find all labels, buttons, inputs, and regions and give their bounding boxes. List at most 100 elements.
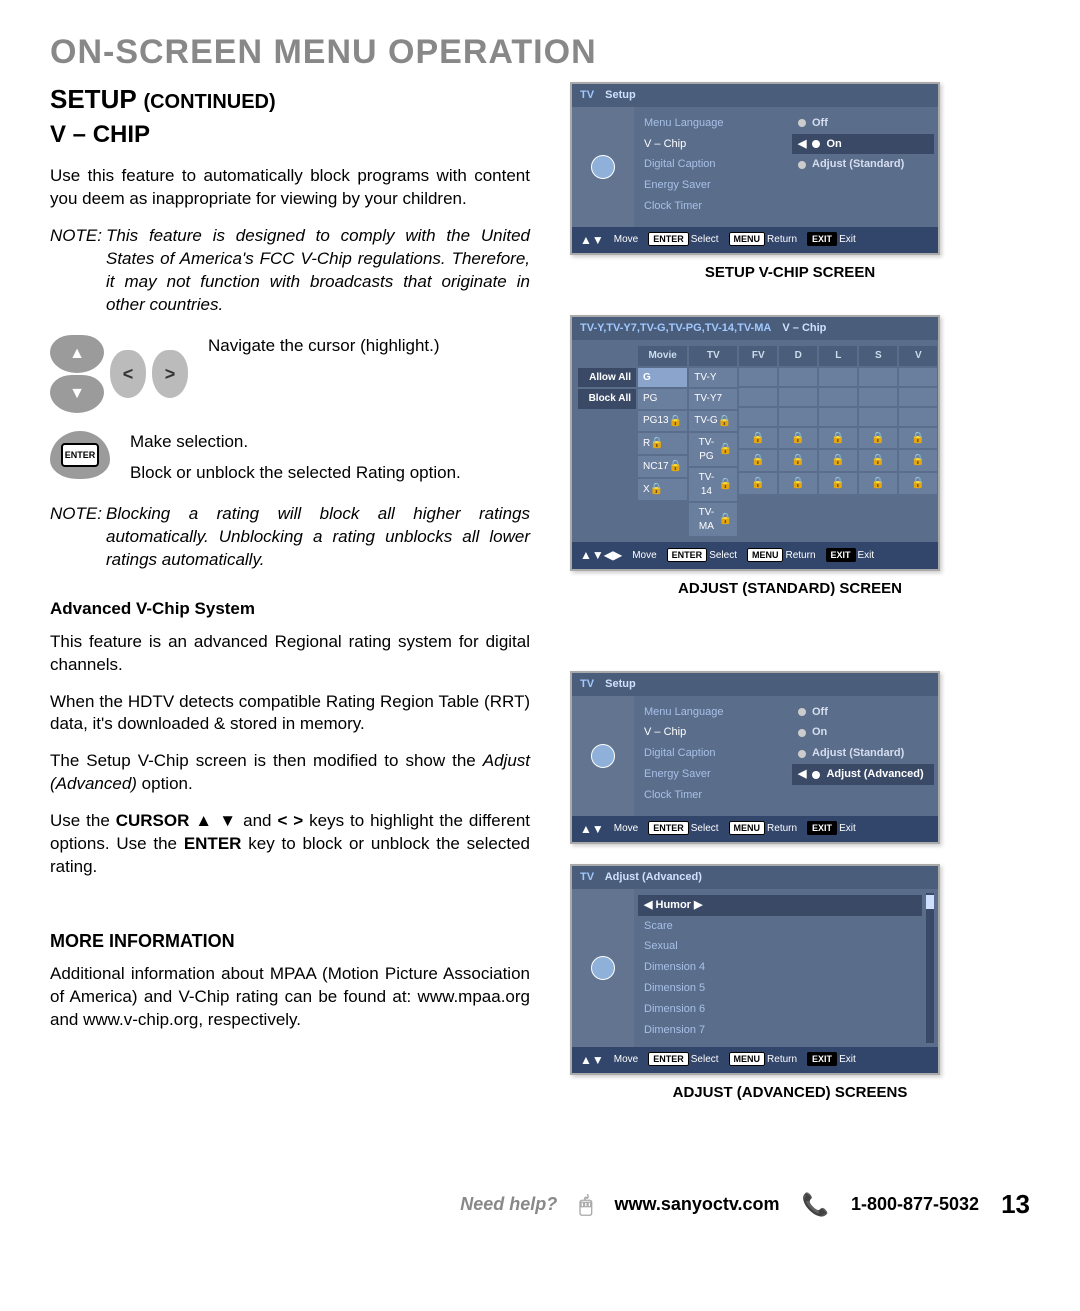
caption-setup: SETUP V-CHIP SCREEN <box>570 263 1010 283</box>
rating-subcell[interactable] <box>899 368 937 386</box>
osd-menu-item[interactable]: Clock Timer <box>644 196 778 217</box>
osd-menu-item[interactable]: Energy Saver <box>644 175 778 196</box>
move-arrows-icon: ▲▼ <box>580 232 604 248</box>
rating-subcell[interactable] <box>819 388 857 406</box>
osd-list-item[interactable]: ◀ Humor ▶ <box>638 895 922 916</box>
osd-option[interactable]: Adjust (Standard) <box>798 154 928 175</box>
help-footer: Need help? 🖱 www.sanyoctv.com 📞 1-800-87… <box>50 1187 1030 1222</box>
rating-subcell[interactable]: 🔒 <box>899 473 937 494</box>
rating-subcell[interactable] <box>779 368 817 386</box>
rating-subcell[interactable] <box>779 408 817 426</box>
rating-subcell[interactable] <box>779 388 817 406</box>
osd-option[interactable]: Adjust (Standard) <box>798 743 928 764</box>
osd-list-item[interactable]: Dimension 4 <box>644 957 916 978</box>
rating-cell[interactable]: R 🔒 <box>638 433 687 454</box>
rating-subcell[interactable] <box>739 408 777 426</box>
osd-title: Adjust (Advanced) <box>605 871 702 883</box>
adv-p3: The Setup V-Chip screen is then modified… <box>50 750 530 796</box>
rating-subcell[interactable]: 🔒 <box>779 450 817 471</box>
note-label: NOTE: <box>50 225 106 317</box>
footer-return: Return <box>767 234 797 245</box>
rating-cell[interactable]: TV-Y7 <box>689 389 737 409</box>
page-number: 13 <box>1001 1187 1030 1222</box>
rating-subcell[interactable]: 🔒 <box>899 428 937 449</box>
osd-menu-item[interactable]: Menu Language <box>644 113 778 134</box>
rating-subcell[interactable] <box>859 408 897 426</box>
osd-option[interactable]: Off <box>798 702 928 723</box>
osd-option[interactable]: ◀ Adjust (Advanced) <box>792 764 934 785</box>
rating-subcell[interactable]: 🔒 <box>739 473 777 494</box>
osd-list-item[interactable]: Dimension 5 <box>644 978 916 999</box>
scrollbar[interactable] <box>926 893 934 1043</box>
rating-subcell[interactable] <box>739 388 777 406</box>
footer-exit: Exit <box>839 823 856 834</box>
t: ENTER <box>184 834 242 853</box>
rating-cell[interactable]: TV-Y <box>689 368 737 388</box>
osd-menu-item[interactable]: Menu Language <box>644 702 778 723</box>
rating-cell[interactable]: G <box>638 368 687 388</box>
continued-suffix: (CONTINUED) <box>143 91 275 113</box>
osd-list-item[interactable]: Dimension 6 <box>644 999 916 1020</box>
osd-option[interactable]: Off <box>798 113 928 134</box>
rating-subcell[interactable]: 🔒 <box>819 428 857 449</box>
adv-p4: Use the CURSOR ▲ ▼ and < > keys to highl… <box>50 810 530 879</box>
t: CURSOR ▲ ▼ <box>116 811 238 830</box>
menu-key-icon: MENU <box>729 232 766 246</box>
rating-cell[interactable]: PG <box>638 389 687 409</box>
enter-instruction: ENTER Make selection. Block or unblock t… <box>50 431 530 485</box>
exit-key-icon: EXIT <box>807 821 837 835</box>
rating-cell[interactable]: TV-G 🔒 <box>689 411 737 432</box>
footer-select: Select <box>691 823 719 834</box>
osd-list-item[interactable]: Sexual <box>644 936 916 957</box>
caption-adjust-adv: ADJUST (ADVANCED) SCREENS <box>570 1083 1010 1103</box>
rating-cell[interactable]: TV-PG 🔒 <box>689 433 737 466</box>
rating-subcell[interactable]: 🔒 <box>819 450 857 471</box>
rating-subcell[interactable] <box>819 368 857 386</box>
move-arrows-icon: ▲▼ <box>580 1052 604 1068</box>
rating-subcell[interactable] <box>819 408 857 426</box>
rating-cell[interactable]: TV-14 🔒 <box>689 468 737 501</box>
rating-cell[interactable]: TV-MA 🔒 <box>689 503 737 536</box>
rating-side-label[interactable]: Block All <box>578 389 636 409</box>
rating-cell[interactable]: NC17 🔒 <box>638 456 687 477</box>
adv-p2: When the HDTV detects compatible Rating … <box>50 691 530 737</box>
rating-subcell[interactable] <box>859 368 897 386</box>
osd-tv-label: TV-Y,TV-Y7,TV-G,TV-PG,TV-14,TV-MA <box>580 322 771 334</box>
rating-subcell[interactable]: 🔒 <box>899 450 937 471</box>
advanced-heading: Advanced V-Chip System <box>50 598 530 621</box>
osd-option[interactable]: ◀ On <box>792 134 934 155</box>
osd-list-item[interactable]: Scare <box>644 916 916 937</box>
rating-subcell[interactable] <box>739 368 777 386</box>
rating-subcell[interactable]: 🔒 <box>859 473 897 494</box>
menu-key-icon: MENU <box>729 1052 766 1066</box>
osd-menu-item[interactable]: Energy Saver <box>644 764 778 785</box>
osd-list-item[interactable]: Dimension 7 <box>644 1020 916 1041</box>
rating-subcell[interactable]: 🔒 <box>739 450 777 471</box>
osd-menu-item[interactable]: V – Chip <box>644 722 778 743</box>
osd-adjust-standard: TV-Y,TV-Y7,TV-G,TV-PG,TV-14,TV-MA V – Ch… <box>570 315 940 570</box>
rating-subcell[interactable] <box>899 388 937 406</box>
rating-subcell[interactable] <box>859 388 897 406</box>
move-arrows-icon: ▲▼◀▶ <box>580 547 622 563</box>
rating-side-label[interactable]: Allow All <box>578 368 636 388</box>
osd-menu-item[interactable]: V – Chip <box>644 134 778 155</box>
osd-menu-item[interactable]: Digital Caption <box>644 154 778 175</box>
rating-subcell[interactable]: 🔒 <box>859 450 897 471</box>
osd-option[interactable]: On <box>798 722 928 743</box>
mouse-icon: 🖱 <box>579 1190 592 1220</box>
rating-subcell[interactable]: 🔒 <box>779 473 817 494</box>
rating-cell[interactable]: PG13 🔒 <box>638 411 687 432</box>
rating-subcell[interactable]: 🔒 <box>859 428 897 449</box>
exit-key-icon: EXIT <box>826 548 856 562</box>
rating-cell[interactable]: X 🔒 <box>638 479 687 500</box>
cursor-buttons-icon: ▲ ▼ < > <box>50 335 188 413</box>
adv-p3-a: The Setup V-Chip screen is then modified… <box>50 751 483 770</box>
rating-subcell[interactable]: 🔒 <box>819 473 857 494</box>
osd-menu-item[interactable]: Clock Timer <box>644 785 778 806</box>
rating-subcell[interactable]: 🔒 <box>779 428 817 449</box>
osd-tv-label: TV <box>580 678 594 690</box>
rating-subcell[interactable] <box>899 408 937 426</box>
rating-subcell[interactable]: 🔒 <box>739 428 777 449</box>
globe-icon <box>591 155 615 179</box>
osd-menu-item[interactable]: Digital Caption <box>644 743 778 764</box>
